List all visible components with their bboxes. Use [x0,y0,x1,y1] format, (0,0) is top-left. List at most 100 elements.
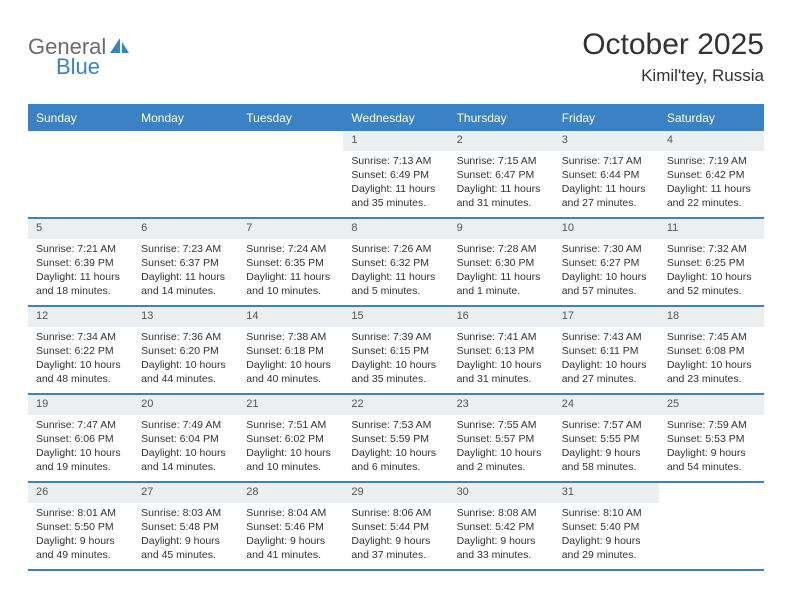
day-number: 13 [133,307,238,327]
sunset-line: Sunset: 6:20 PM [141,344,232,358]
sunset-line: Sunset: 5:59 PM [351,432,442,446]
title-block: October 2025 Kimil'tey, Russia [582,28,764,86]
sunrise-line: Sunrise: 8:01 AM [36,506,127,520]
day-cell: 13Sunrise: 7:36 AMSunset: 6:20 PMDayligh… [133,307,238,393]
day-detail: Sunrise: 7:38 AMSunset: 6:18 PMDaylight:… [238,330,343,387]
daylight-line: Daylight: 11 hours and 22 minutes. [667,182,758,210]
daylight-line: Daylight: 10 hours and 2 minutes. [457,446,548,474]
daylight-line: Daylight: 11 hours and 35 minutes. [351,182,442,210]
daylight-line: Daylight: 10 hours and 31 minutes. [457,358,548,386]
sunrise-line: Sunrise: 7:38 AM [246,330,337,344]
week-row: 12Sunrise: 7:34 AMSunset: 6:22 PMDayligh… [28,307,764,395]
sunset-line: Sunset: 6:35 PM [246,256,337,270]
week-row: 5Sunrise: 7:21 AMSunset: 6:39 PMDaylight… [28,219,764,307]
day-cell: 27 Sunrise: 8:03 AMSunset: 5:48 PMDayligh… [133,483,238,569]
day-number: 10 [554,219,659,239]
daylight-line: Daylight: 10 hours and 23 minutes. [667,358,758,386]
sunrise-line: Sunrise: 7:49 AM [141,418,232,432]
day-cell: 4Sunrise: 7:19 AMSunset: 6:42 PMDaylight… [659,131,764,217]
day-cell: 23Sunrise: 7:55 AMSunset: 5:57 PMDayligh… [449,395,554,481]
day-number: 31 [554,483,659,503]
sunrise-line: Sunrise: 7:17 AM [562,154,653,168]
sunrise-line: Sunrise: 7:51 AM [246,418,337,432]
daylight-line: Daylight: 11 hours and 18 minutes. [36,270,127,298]
sunset-line: Sunset: 6:02 PM [246,432,337,446]
sunset-line: Sunset: 6:08 PM [667,344,758,358]
sunset-line: Sunset: 6:49 PM [351,168,442,182]
sunset-line: Sunset: 6:42 PM [667,168,758,182]
day-cell [659,483,764,569]
day-detail: Sunrise: 8:03 AMSunset: 5:48 PMDaylight:… [133,506,238,563]
daylight-line: Daylight: 9 hours and 58 minutes. [562,446,653,474]
day-cell: 25 Sunrise: 7:59 AMSunset: 5:53 PMDayligh… [659,395,764,481]
sunrise-line: Sunrise: 7:45 AM [667,330,758,344]
day-detail: Sunrise: 7:59 AMSunset: 5:53 PMDaylight:… [659,418,764,475]
day-number: 27 [133,483,238,503]
day-detail: Sunrise: 7:23 AMSunset: 6:37 PMDaylight:… [133,242,238,299]
sunrise-line: Sunrise: 7:26 AM [351,242,442,256]
sunrise-line: Sunrise: 8:04 AM [246,506,337,520]
daylight-line: Daylight: 10 hours and 6 minutes. [351,446,442,474]
dow-tuesday: Tuesday [238,106,343,131]
day-cell: 28Sunrise: 8:04 AMSunset: 5:46 PMDayligh… [238,483,343,569]
week-row: 26Sunrise: 8:01 AMSunset: 5:50 PMDayligh… [28,483,764,571]
sunrise-line: Sunrise: 7:21 AM [36,242,127,256]
day-detail: Sunrise: 7:39 AMSunset: 6:15 PMDaylight:… [343,330,448,387]
day-number: 23 [449,395,554,415]
day-cell: 22Sunrise: 7:53 AMSunset: 5:59 PMDayligh… [343,395,448,481]
sunset-line: Sunset: 5:46 PM [246,520,337,534]
sunset-line: Sunset: 6:22 PM [36,344,127,358]
sunset-line: Sunset: 5:42 PM [457,520,548,534]
sunset-line: Sunset: 6:13 PM [457,344,548,358]
sunset-line: Sunset: 6:27 PM [562,256,653,270]
day-detail: Sunrise: 8:01 AMSunset: 5:50 PMDaylight:… [28,506,133,563]
day-number: 16 [449,307,554,327]
daylight-line: Daylight: 10 hours and 10 minutes. [246,446,337,474]
day-number: 25 [659,395,764,415]
month-title: October 2025 [582,28,764,62]
sunset-line: Sunset: 5:48 PM [141,520,232,534]
day-detail: Sunrise: 7:26 AMSunset: 6:32 PMDaylight:… [343,242,448,299]
daylight-line: Daylight: 10 hours and 19 minutes. [36,446,127,474]
day-detail: Sunrise: 7:51 AMSunset: 6:02 PMDaylight:… [238,418,343,475]
sunrise-line: Sunrise: 7:59 AM [667,418,758,432]
sunrise-line: Sunrise: 7:39 AM [351,330,442,344]
day-number: 4 [659,131,764,151]
day-cell: 12Sunrise: 7:34 AMSunset: 6:22 PMDayligh… [28,307,133,393]
sunset-line: Sunset: 6:04 PM [141,432,232,446]
daylight-line: Daylight: 9 hours and 37 minutes. [351,534,442,562]
day-detail: Sunrise: 8:08 AMSunset: 5:42 PMDaylight:… [449,506,554,563]
daylight-line: Daylight: 10 hours and 27 minutes. [562,358,653,386]
daylight-line: Daylight: 10 hours and 35 minutes. [351,358,442,386]
day-cell: 18 Sunrise: 7:45 AMSunset: 6:08 PMDayligh… [659,307,764,393]
sunrise-line: Sunrise: 8:08 AM [457,506,548,520]
dow-monday: Monday [133,106,238,131]
day-cell: 2Sunrise: 7:15 AMSunset: 6:47 PMDaylight… [449,131,554,217]
sunrise-line: Sunrise: 7:13 AM [351,154,442,168]
dow-friday: Friday [554,106,659,131]
day-cell: 8 Sunrise: 7:26 AMSunset: 6:32 PMDaylight… [343,219,448,305]
sunset-line: Sunset: 5:40 PM [562,520,653,534]
header: GeneralBlue October 2025 Kimil'tey, Russ… [28,28,764,86]
day-detail: Sunrise: 7:34 AMSunset: 6:22 PMDaylight:… [28,330,133,387]
location-label: Kimil'tey, Russia [582,66,764,86]
day-detail: Sunrise: 8:10 AMSunset: 5:40 PMDaylight:… [554,506,659,563]
day-number: 30 [449,483,554,503]
day-number: 8 [343,219,448,239]
day-number: 2 [449,131,554,151]
daylight-line: Daylight: 11 hours and 10 minutes. [246,270,337,298]
daylight-line: Daylight: 11 hours and 5 minutes. [351,270,442,298]
day-detail: Sunrise: 7:45 AMSunset: 6:08 PMDaylight:… [659,330,764,387]
daylight-line: Daylight: 11 hours and 31 minutes. [457,182,548,210]
sunset-line: Sunset: 6:15 PM [351,344,442,358]
day-detail: Sunrise: 7:32 AMSunset: 6:25 PMDaylight:… [659,242,764,299]
daylight-line: Daylight: 9 hours and 33 minutes. [457,534,548,562]
daylight-line: Daylight: 11 hours and 14 minutes. [141,270,232,298]
day-detail: Sunrise: 7:17 AMSunset: 6:44 PMDaylight:… [554,154,659,211]
dow-header-row: Sunday Monday Tuesday Wednesday Thursday… [28,106,764,131]
day-cell: 19Sunrise: 7:47 AMSunset: 6:06 PMDayligh… [28,395,133,481]
day-cell: 15Sunrise: 7:39 AMSunset: 6:15 PMDayligh… [343,307,448,393]
day-number: 18 [659,307,764,327]
day-detail: Sunrise: 7:24 AMSunset: 6:35 PMDaylight:… [238,242,343,299]
sunset-line: Sunset: 5:50 PM [36,520,127,534]
